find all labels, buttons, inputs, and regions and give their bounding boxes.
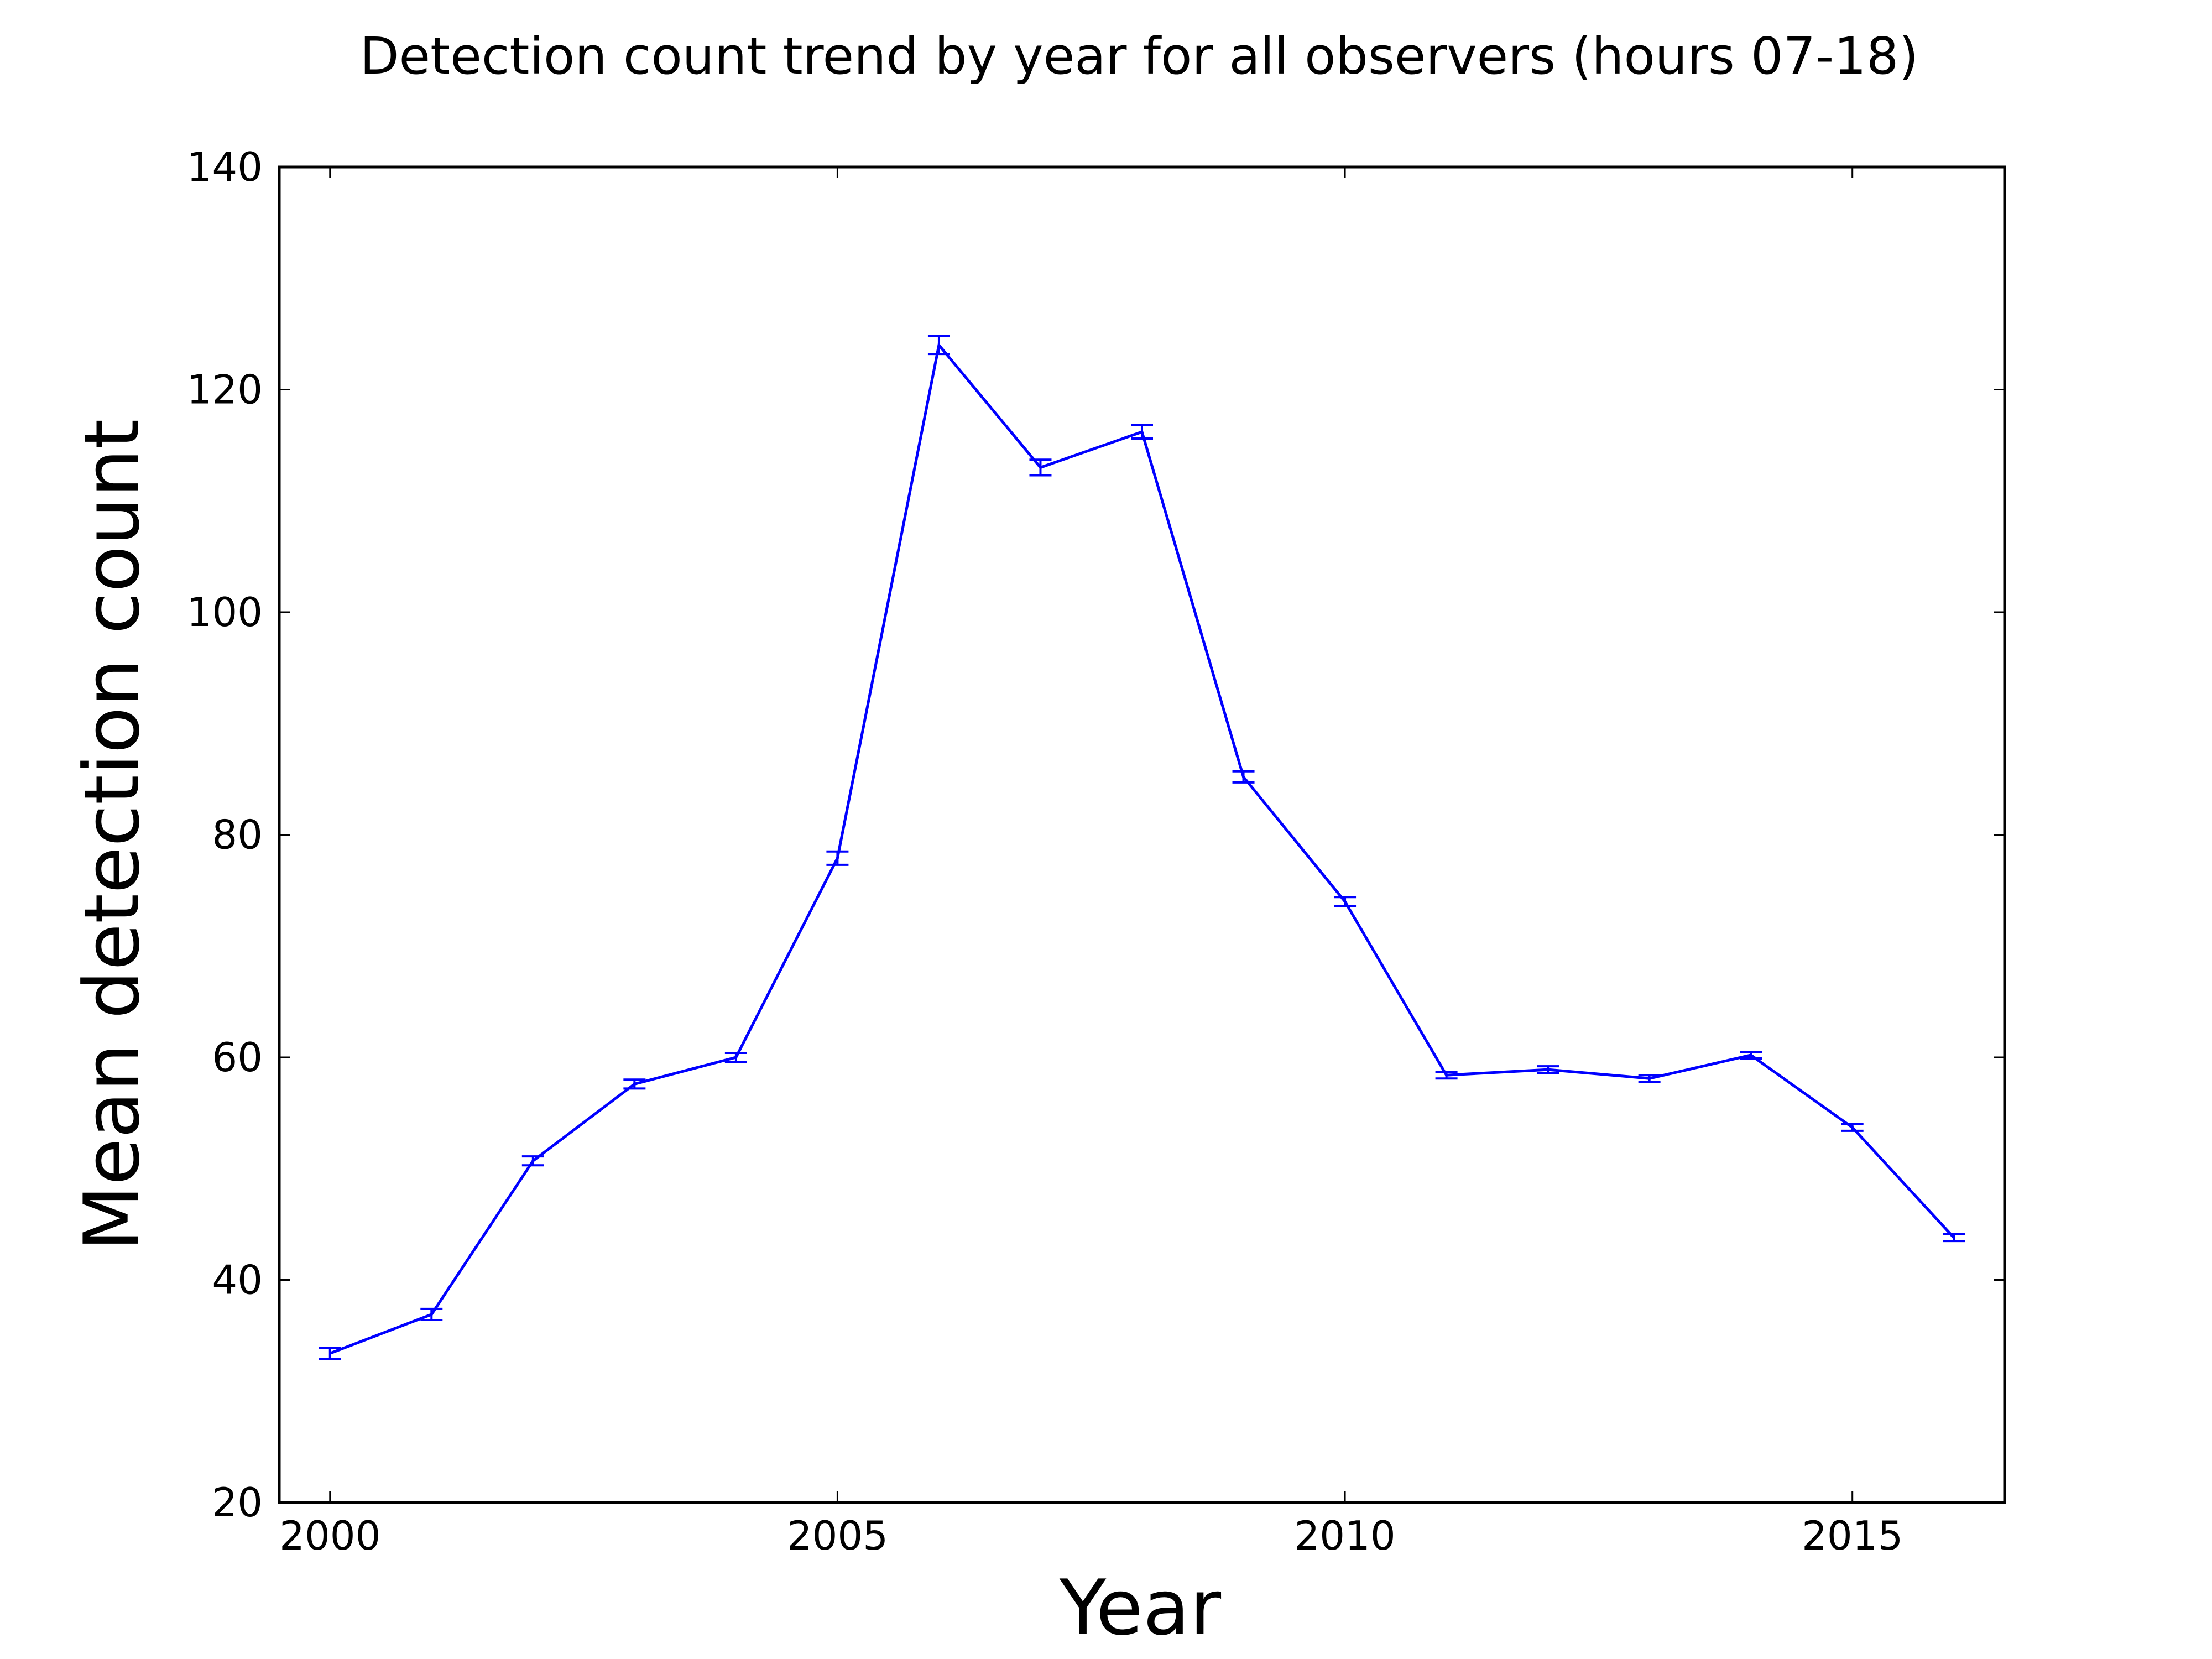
y-tick-label: 80 xyxy=(212,812,263,858)
series-line xyxy=(329,342,1955,1355)
data-point xyxy=(927,335,950,356)
data-point xyxy=(420,1307,443,1321)
x-axis-label: Year xyxy=(1059,1563,1221,1652)
data-point xyxy=(1131,424,1153,440)
y-axis-label: Mean detection count xyxy=(67,419,156,1251)
data-point xyxy=(826,850,849,866)
x-tick-label: 2005 xyxy=(787,1512,888,1559)
y-tick-label: 60 xyxy=(212,1034,263,1081)
x-tick-label: 2015 xyxy=(1802,1512,1903,1559)
y-tick-label: 100 xyxy=(187,589,263,635)
data-point xyxy=(1232,770,1255,784)
data-point xyxy=(623,1078,646,1090)
y-tick-label: 140 xyxy=(187,144,263,190)
series-layer xyxy=(319,335,1965,1360)
x-tick-label: 2000 xyxy=(279,1512,380,1559)
data-point xyxy=(1029,458,1052,477)
chart-title: Detection count trend by year for all ob… xyxy=(360,27,1919,86)
data-point xyxy=(1740,1050,1762,1060)
data-point xyxy=(1537,1065,1559,1074)
axis-ticks: 2000 2005 2010 2015 20 40 60 80 100 120 140 xyxy=(187,144,2005,1559)
x-tick-label: 2010 xyxy=(1294,1512,1395,1559)
y-tick-label: 20 xyxy=(212,1479,263,1526)
data-point xyxy=(1841,1123,1864,1132)
y-tick-label: 40 xyxy=(212,1257,263,1303)
y-tick-label: 120 xyxy=(187,367,263,413)
data-point xyxy=(521,1155,544,1167)
data-point xyxy=(319,1347,341,1360)
data-point xyxy=(1943,1233,1965,1243)
plot-frame xyxy=(278,165,2006,1504)
data-point xyxy=(1334,896,1357,907)
data-point xyxy=(1435,1071,1458,1080)
data-point xyxy=(1638,1074,1661,1083)
data-point xyxy=(724,1051,747,1063)
